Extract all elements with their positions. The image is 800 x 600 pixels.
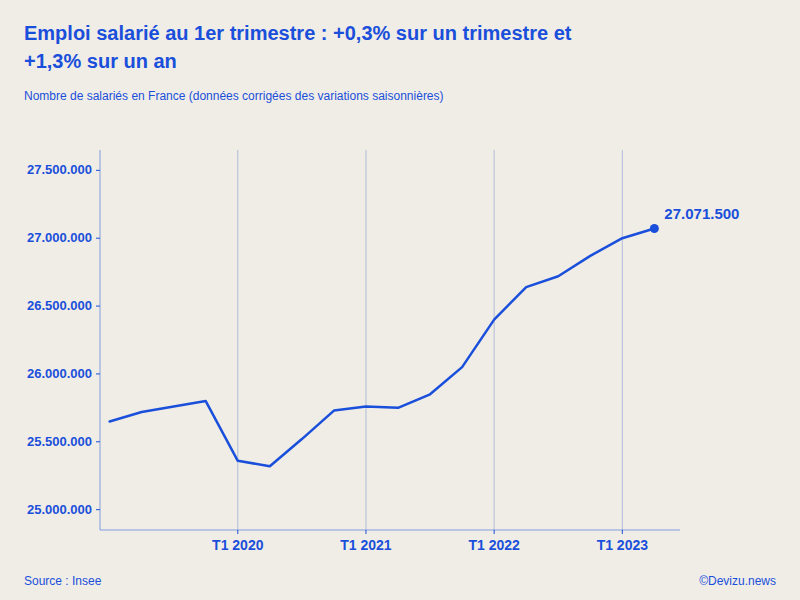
- x-tick-label: T1 2022: [468, 537, 520, 553]
- y-tick-label: 27.000.000: [27, 230, 92, 245]
- chart: Emploi salarié au 1er trimestre : +0,3% …: [0, 0, 800, 600]
- y-tick-label: 25.500.000: [27, 434, 92, 449]
- x-tick-label: T1 2021: [340, 537, 392, 553]
- annotation-point: [650, 224, 659, 233]
- y-tick: [96, 441, 100, 442]
- title: Emploi salarié au 1er trimestre : +0,3% …: [24, 22, 572, 44]
- x-tick: [237, 530, 238, 534]
- x-tick-label: T1 2023: [597, 537, 649, 553]
- x-tick: [365, 530, 366, 534]
- y-tick: [96, 509, 100, 510]
- x-tick-label: T1 2020: [212, 537, 264, 553]
- y-tick-label: 26.500.000: [27, 298, 92, 313]
- x-tick: [494, 530, 495, 534]
- copyright: ©Devizu.news: [699, 574, 776, 588]
- y-tick-label: 27.500.000: [27, 162, 92, 177]
- x-tick: [622, 530, 623, 534]
- y-tick: [96, 373, 100, 374]
- title: +1,3% sur un an: [24, 50, 177, 72]
- y-axis-line: [100, 150, 101, 530]
- line: [110, 229, 655, 467]
- source: Source : Insee: [24, 574, 102, 588]
- y-tick-label: 26.000.000: [27, 366, 92, 381]
- y-tick: [96, 306, 100, 307]
- annotation: 27.071.500: [664, 205, 739, 222]
- subtitle: Nombre de salariés en France (données co…: [24, 89, 444, 103]
- grid-line: [622, 150, 623, 530]
- plot-area: [110, 224, 659, 466]
- y-tick-label: 25.000.000: [27, 502, 92, 517]
- x-axis-line: [100, 530, 680, 531]
- grid-line: [237, 150, 238, 530]
- grid-line: [494, 150, 495, 530]
- grid-line: [365, 150, 366, 530]
- y-tick: [96, 170, 100, 171]
- y-tick: [96, 238, 100, 239]
